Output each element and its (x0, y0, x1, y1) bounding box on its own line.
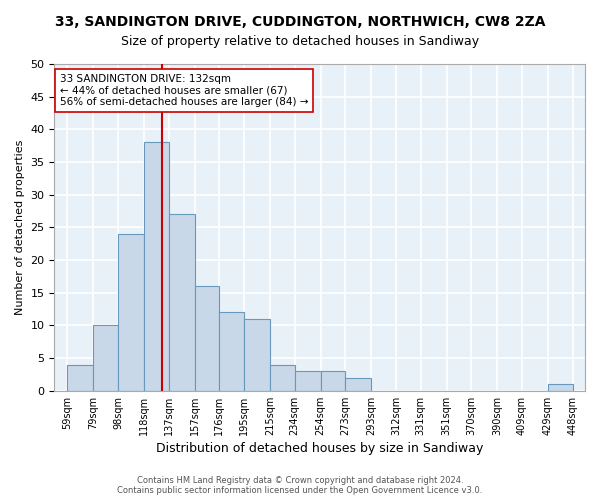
Bar (320, 371, 346, 391)
Bar (220, 312, 244, 391)
Bar (270, 364, 295, 391)
Text: 33 SANDINGTON DRIVE: 132sqm
← 44% of detached houses are smaller (67)
56% of sem: 33 SANDINGTON DRIVE: 132sqm ← 44% of det… (60, 74, 308, 107)
Bar (244, 319, 270, 391)
Bar (94, 326, 118, 391)
Text: 33, SANDINGTON DRIVE, CUDDINGTON, NORTHWICH, CW8 2ZA: 33, SANDINGTON DRIVE, CUDDINGTON, NORTHW… (55, 15, 545, 29)
Bar (118, 234, 144, 391)
Bar (194, 286, 220, 391)
X-axis label: Distribution of detached houses by size in Sandiway: Distribution of detached houses by size … (156, 442, 484, 455)
Text: Size of property relative to detached houses in Sandiway: Size of property relative to detached ho… (121, 35, 479, 48)
Text: Contains HM Land Registry data © Crown copyright and database right 2024.
Contai: Contains HM Land Registry data © Crown c… (118, 476, 482, 495)
Bar (144, 142, 169, 391)
Y-axis label: Number of detached properties: Number of detached properties (15, 140, 25, 315)
Bar (346, 378, 371, 391)
Bar (169, 214, 194, 391)
Bar (548, 384, 572, 391)
Bar (295, 371, 320, 391)
Bar (67, 364, 94, 391)
